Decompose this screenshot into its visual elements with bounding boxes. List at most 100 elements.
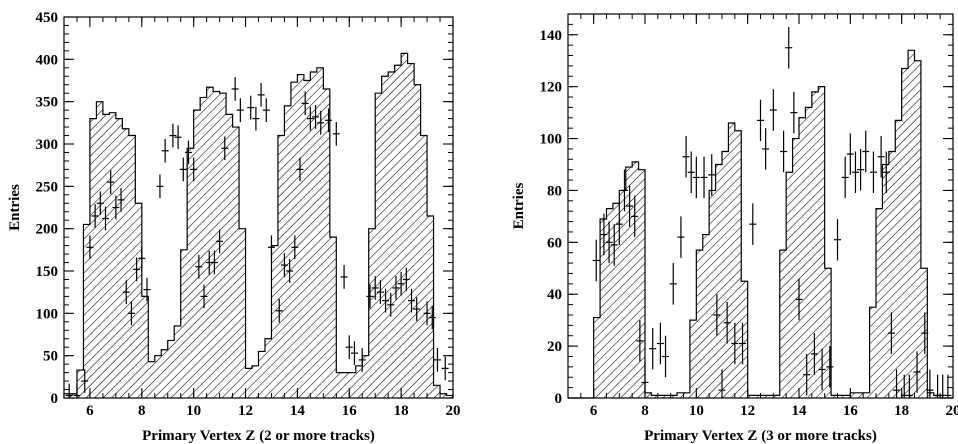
data-point	[107, 170, 115, 194]
left-histogram-panel: 6 8 10 12 14 16 18 2005010015020025030035040045…	[7, 10, 461, 444]
data-point	[620, 169, 628, 212]
histogram-bar	[89, 118, 97, 398]
data-point	[626, 185, 634, 227]
data-point	[143, 277, 151, 302]
data-point	[376, 280, 384, 305]
data-point	[846, 133, 854, 175]
data-point	[677, 216, 685, 258]
y-tick-label: 100	[540, 132, 563, 148]
data-point	[887, 312, 895, 354]
histogram-bar	[232, 127, 240, 399]
histogram-bar	[895, 120, 902, 398]
histogram-bar	[264, 338, 272, 398]
histogram-bar	[206, 87, 214, 399]
data-point	[413, 297, 421, 321]
histogram-bar	[645, 392, 652, 398]
data-point	[236, 98, 244, 122]
histogram-bar	[901, 68, 909, 399]
data-point	[156, 174, 164, 199]
histogram-bar	[375, 93, 382, 398]
data-point	[631, 195, 639, 238]
y-axis-title: Entries	[511, 183, 527, 230]
x-tick-label: 18	[894, 403, 909, 419]
data-point	[862, 130, 870, 173]
histogram-bar	[843, 395, 851, 398]
histogram-bar	[161, 349, 168, 398]
data-point	[91, 204, 99, 228]
histogram-bar	[593, 317, 601, 398]
y-tick-label: 250	[36, 179, 59, 195]
histogram-bar	[677, 392, 684, 398]
histogram-bar	[342, 372, 350, 398]
data-point	[739, 322, 747, 365]
histogram-bar	[239, 228, 246, 398]
data-point	[851, 151, 859, 194]
histogram-bar	[683, 392, 690, 398]
x-tick-label: 18	[394, 403, 409, 419]
histogram-bar	[180, 249, 188, 398]
histogram-bar	[914, 60, 921, 399]
x-tick-label: 16	[342, 403, 358, 419]
data-point	[636, 320, 644, 362]
histogram-bar	[226, 114, 233, 398]
histogram-bar	[258, 351, 265, 398]
histogram-bar	[632, 161, 639, 398]
histogram-bar	[219, 93, 227, 398]
histogram-bar	[863, 392, 870, 398]
data-point	[358, 348, 366, 372]
data-point	[423, 301, 431, 326]
data-point	[345, 335, 353, 360]
histogram-bar	[876, 208, 883, 398]
data-point	[662, 335, 670, 378]
x-tick-label: 16	[843, 403, 859, 419]
histogram-bar	[933, 395, 941, 398]
histogram-bar	[773, 395, 780, 398]
y-tick-label: 400	[36, 52, 59, 68]
histogram-bar	[316, 67, 324, 399]
histogram-bar	[446, 395, 453, 398]
histogram-bar	[381, 76, 389, 399]
histogram-bar	[193, 110, 201, 398]
histogram-bar	[427, 215, 434, 398]
data-point	[81, 369, 89, 393]
data-point	[317, 110, 325, 135]
data-point	[408, 288, 416, 313]
histogram-bar	[420, 135, 428, 399]
data-point	[174, 125, 182, 150]
data-point	[397, 271, 405, 296]
data-point	[184, 140, 192, 165]
x-tick-label: 20	[946, 403, 958, 419]
x-axis-title: Primary Vertex Z (2 or more tracks)	[142, 428, 375, 444]
data-point	[944, 374, 952, 398]
data-point	[133, 257, 141, 282]
data-point	[882, 151, 890, 194]
histogram-bar	[799, 117, 806, 398]
histogram-bar	[290, 82, 298, 399]
histogram-bar	[856, 392, 864, 398]
x-tick-label: 12	[238, 403, 253, 419]
data-point	[877, 135, 885, 178]
histogram-bar	[167, 340, 175, 398]
data-point	[757, 99, 764, 142]
data-point	[195, 254, 203, 279]
data-point	[785, 26, 793, 69]
histogram-bar	[722, 151, 729, 398]
data-point	[700, 156, 708, 199]
histogram-bar	[362, 355, 369, 398]
histogram-outline	[568, 49, 953, 399]
x-axis-title: Primary Vertex Z (3 or more tracks)	[644, 428, 877, 444]
data-point	[117, 188, 125, 212]
histogram-bar	[336, 372, 343, 398]
histogram-bar	[888, 151, 896, 398]
data-point	[231, 77, 239, 101]
x-tick-label: 6	[590, 403, 598, 419]
histogram-bar	[638, 169, 645, 398]
data-point	[127, 301, 135, 326]
data-point	[649, 327, 657, 370]
histogram-bar	[741, 281, 748, 398]
data-point	[687, 151, 695, 194]
data-point	[275, 298, 283, 323]
histogram-bar	[664, 395, 671, 398]
y-tick-label: 200	[36, 222, 59, 238]
histogram-bar	[837, 395, 844, 398]
